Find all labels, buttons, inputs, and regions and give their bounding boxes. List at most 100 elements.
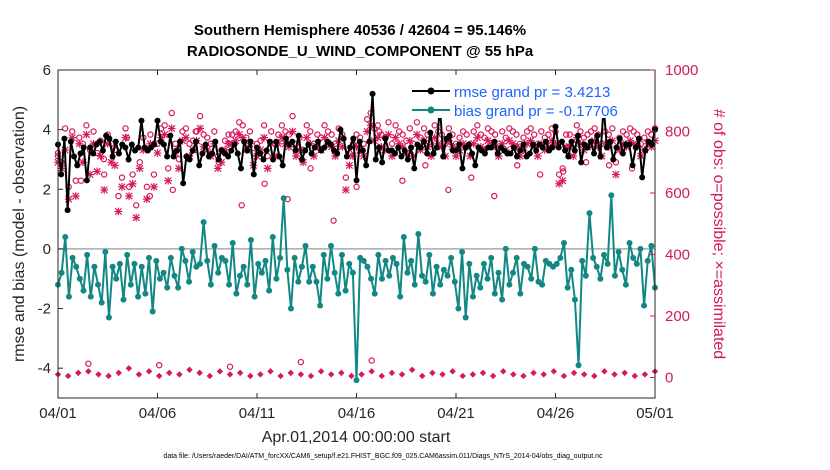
possible-point [363, 115, 371, 123]
bias-point [364, 263, 371, 270]
bias-point [149, 308, 156, 315]
possible-point-low [368, 357, 375, 364]
bias-point [433, 263, 440, 270]
bias-point [164, 284, 171, 291]
possible-point [236, 119, 243, 126]
bias-point [229, 239, 236, 246]
rmse-point [558, 138, 565, 145]
assimilated-point-low [206, 372, 213, 380]
rmse-point [340, 135, 347, 142]
rmse-point [366, 138, 373, 145]
assimilated-point [71, 192, 80, 200]
possible-point [182, 125, 190, 132]
assimilated-point [612, 170, 620, 179]
possible-point-sparse [77, 177, 85, 184]
possible-point-sparse [353, 183, 360, 191]
bias-point [62, 233, 69, 240]
rmse-point [209, 150, 216, 157]
bias-point [615, 248, 622, 255]
bias-point [360, 257, 367, 264]
rmse-point [494, 150, 501, 157]
rmse-point [430, 150, 437, 157]
rmse-point [193, 138, 200, 145]
assimilated-point-low [307, 372, 315, 380]
possible-point-sparse [399, 177, 406, 184]
rmse-point [411, 165, 418, 172]
possible-point [445, 125, 453, 132]
rmse-point [173, 147, 180, 154]
bias-point [426, 251, 433, 258]
bias-point [513, 254, 520, 261]
assimilated-point-low [145, 368, 153, 375]
y-tick-label-left: -4 [38, 360, 51, 377]
rmse-point [167, 132, 174, 139]
assimilated-point-low [287, 369, 294, 377]
legend-bias-marker [427, 106, 435, 114]
rmse-point [520, 141, 527, 148]
bias-point [76, 275, 83, 282]
rmse-point [539, 144, 546, 151]
assimilated-point-low [500, 368, 507, 375]
possible-point [498, 128, 506, 135]
rmse-point [260, 156, 267, 163]
legend-rmse-label: rmse grand pr = 3.4213 [454, 84, 610, 101]
rmse-point [234, 150, 241, 157]
bias-point [590, 254, 597, 261]
bias-point [571, 296, 578, 303]
rmse-point [459, 165, 466, 172]
bias-point [404, 269, 411, 276]
possible-point [509, 128, 517, 135]
assimilated-point-low [449, 368, 456, 375]
bias-point [131, 260, 138, 267]
possible-point [527, 125, 534, 132]
rmse-point [610, 156, 617, 163]
possible-point [374, 122, 382, 129]
bias-point [502, 245, 509, 252]
possible-point [132, 202, 140, 209]
rmse-point [321, 144, 328, 151]
bias-point [262, 257, 269, 264]
rmse-point [337, 126, 344, 133]
rmse-point [578, 159, 585, 166]
possible-point [431, 122, 438, 129]
assimilated-point-low [439, 371, 446, 378]
rmse-point [379, 159, 386, 166]
bias-point [127, 281, 134, 288]
possible-point [260, 122, 268, 129]
assimilated-point-low [641, 371, 649, 378]
bias-point [255, 260, 262, 267]
bias-point [189, 248, 196, 255]
possible-point [580, 134, 588, 141]
bias-point [317, 302, 324, 309]
possible-point [342, 174, 350, 181]
bias-point [531, 245, 538, 252]
bias-point [528, 275, 535, 282]
rmse-point [237, 165, 244, 172]
bias-point [171, 272, 178, 279]
bias-point [560, 239, 567, 246]
rmse-point [74, 162, 81, 169]
bias-point [266, 287, 273, 294]
possible-point [211, 128, 218, 135]
assimilated-point [533, 152, 542, 160]
bias-point [280, 195, 287, 202]
bias-point [429, 290, 436, 297]
y-tick-label-left: 4 [43, 122, 51, 139]
bias-point [196, 260, 203, 267]
y-tick-label-right: 600 [665, 185, 690, 202]
bias-point [65, 293, 72, 300]
assimilated-point-low [419, 372, 426, 380]
assimilated-point [167, 124, 176, 133]
possible-point-sparse [559, 168, 567, 175]
footer-datafile: data file: /Users/raeder/DAI/ATM_forcXX/… [163, 453, 603, 460]
rmse-point [199, 150, 206, 157]
rmse-point [465, 141, 472, 148]
bias-point [146, 254, 153, 261]
y-tick-label-right: 800 [665, 123, 690, 140]
rmse-point [254, 144, 260, 151]
legend-bias-label: bias grand pr = -0.17706 [454, 103, 618, 120]
assimilated-point-low [621, 369, 628, 377]
rmse-point [469, 150, 476, 157]
bias-point [564, 284, 571, 291]
rmse-point [302, 147, 309, 154]
